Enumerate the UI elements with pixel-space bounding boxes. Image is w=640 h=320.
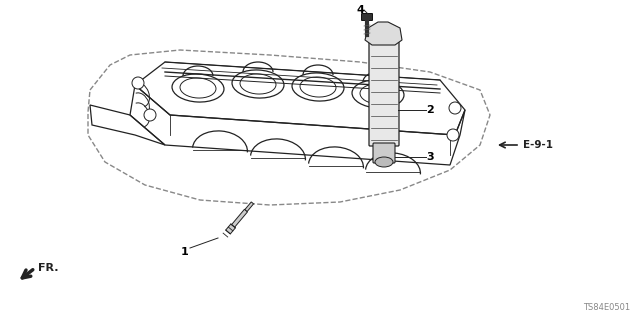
- Circle shape: [144, 109, 156, 121]
- FancyBboxPatch shape: [362, 13, 372, 20]
- Text: 4: 4: [356, 5, 364, 15]
- Polygon shape: [226, 224, 236, 234]
- FancyBboxPatch shape: [373, 143, 395, 163]
- Circle shape: [132, 77, 144, 89]
- Text: 1: 1: [181, 247, 189, 257]
- Text: 3: 3: [426, 152, 434, 162]
- Circle shape: [449, 102, 461, 114]
- Polygon shape: [365, 22, 402, 45]
- Text: E-9-1: E-9-1: [523, 140, 553, 150]
- Text: FR.: FR.: [38, 263, 58, 273]
- Polygon shape: [232, 209, 248, 227]
- Text: TS84E0501: TS84E0501: [583, 303, 630, 312]
- FancyBboxPatch shape: [369, 42, 399, 146]
- Polygon shape: [245, 202, 253, 212]
- Text: 2: 2: [426, 105, 434, 115]
- Circle shape: [447, 129, 459, 141]
- Ellipse shape: [375, 157, 393, 167]
